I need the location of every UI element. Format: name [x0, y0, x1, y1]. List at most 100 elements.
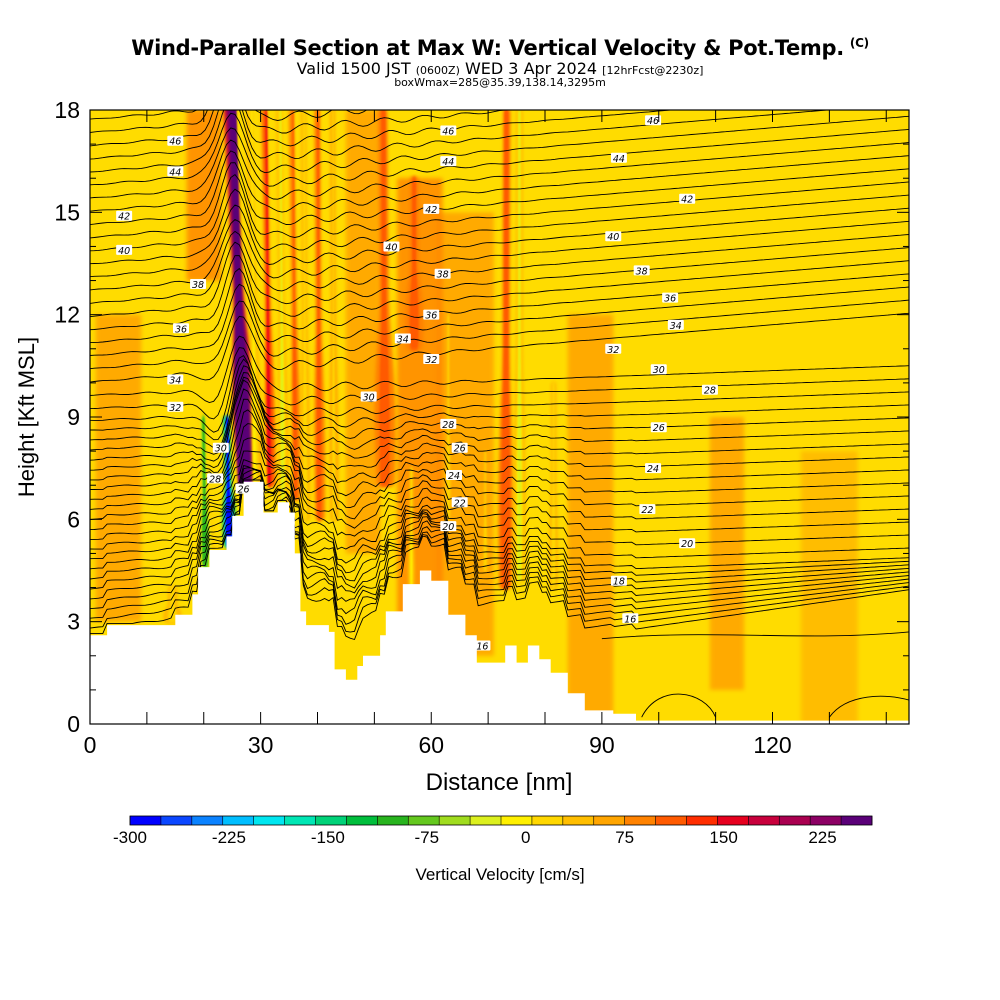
y-tick-label: 15	[54, 199, 80, 225]
theta-label: 18	[610, 575, 627, 588]
theta-label-text: 20	[442, 522, 454, 533]
theta-line	[90, 469, 909, 583]
downdraft-plume	[199, 417, 213, 568]
theta-label-text: 26	[653, 423, 665, 434]
theta-label-bg	[167, 374, 184, 385]
theta-line	[90, 459, 909, 559]
theta-line	[90, 110, 677, 160]
terrain-mask	[90, 481, 909, 724]
colorbar-swatch	[191, 816, 224, 825]
theta-label: 46	[440, 125, 457, 137]
theta-labels: 46 46 46 44 44 44 42 42 42 40 40 40 38 38 38 36 36 36 34 34…	[116, 115, 718, 653]
theta-label: 34	[667, 319, 684, 332]
colorbar-swatch	[284, 816, 316, 825]
colorbar-swatch	[562, 816, 595, 825]
updraft-plume-level	[380, 110, 389, 486]
colorbar-tick-label: -300	[113, 828, 147, 847]
theta-line	[90, 230, 909, 304]
theta-label: 40	[116, 244, 133, 257]
colorbar-swatch	[470, 816, 502, 825]
theta-line	[90, 467, 909, 576]
theta-label: 30	[650, 364, 667, 376]
theta-label-bg	[679, 193, 696, 204]
theta-label: 16	[474, 640, 491, 653]
theta-line	[90, 465, 909, 570]
theta-label-text: 34	[397, 335, 409, 346]
theta-label: 46	[167, 135, 184, 148]
theta-line	[90, 470, 909, 590]
downdraft-plume	[301, 110, 310, 520]
x-tick-label: 30	[248, 732, 274, 758]
theta-line	[90, 365, 909, 449]
y-tick-label: 9	[67, 404, 80, 430]
updraft-plume-level	[410, 178, 418, 349]
theta-line	[90, 127, 909, 199]
theta-label: 40	[605, 231, 622, 243]
theta-label: 38	[190, 278, 207, 291]
field-patch	[186, 110, 221, 281]
theta-label-text: 46	[169, 137, 181, 148]
theta-label: 26	[235, 483, 252, 496]
theta-label: 38	[434, 268, 451, 281]
theta-label-text: 30	[215, 444, 227, 455]
colorbar-swatch	[841, 816, 873, 825]
theta-line	[90, 162, 909, 239]
theta-label: 28	[440, 418, 457, 431]
theta-label-text: 30	[363, 393, 375, 404]
theta-label-text: 38	[192, 280, 204, 291]
theta-label: 44	[610, 152, 627, 165]
theta-label: 36	[173, 323, 189, 335]
theta-label: 32	[605, 343, 622, 356]
theta-label-text: 44	[613, 154, 625, 165]
downdraft-plume	[408, 468, 415, 588]
colorbar-tick-label: 225	[808, 828, 836, 847]
copyright-mark: (C)	[849, 36, 869, 50]
theta-line	[90, 358, 909, 441]
theta-label: 28	[207, 473, 224, 485]
theta-label-bg	[423, 354, 440, 365]
chart-subtitle: Valid 1500 JST (0600Z) WED 3 Apr 2024 [1…	[0, 59, 1000, 78]
theta-label-bg	[650, 364, 667, 375]
theta-label-text: 26	[238, 485, 250, 496]
theta-label-bg	[446, 469, 462, 480]
colorbar-tick-label: -225	[212, 828, 246, 847]
utc-time: (0600Z)	[415, 64, 460, 77]
downdraft-plume-level	[552, 382, 555, 588]
theta-label-bg	[394, 333, 411, 344]
theta-label: 28	[701, 384, 718, 397]
theta-contours	[90, 110, 909, 718]
theta-line	[90, 372, 909, 455]
theta-line	[90, 139, 909, 212]
colorbar-tick-label: 0	[521, 828, 530, 847]
theta-label: 34	[167, 374, 184, 386]
theta-line	[829, 695, 909, 718]
y-tick-label: 0	[67, 711, 80, 737]
theta-label-text: 34	[670, 321, 682, 332]
theta-line	[90, 474, 909, 596]
theta-label-text: 16	[624, 614, 636, 625]
theta-label-bg	[633, 265, 650, 276]
theta-label-text: 28	[704, 386, 716, 397]
theta-label: 44	[167, 166, 184, 178]
theta-line	[90, 479, 909, 633]
theta-label-bg	[645, 463, 662, 474]
colorbar-tick-label: 150	[709, 828, 737, 847]
theta-line	[90, 479, 909, 615]
theta-label-bg	[701, 384, 718, 395]
theta-label-bg	[116, 244, 133, 255]
x-tick-label: 0	[84, 732, 97, 758]
theta-label-bg	[679, 538, 696, 549]
theta-label-text: 34	[169, 375, 181, 386]
theta-label-text: 44	[442, 157, 454, 168]
theta-label: 24	[446, 469, 462, 482]
colorbar-swatch	[439, 816, 471, 825]
theta-label-text: 46	[647, 116, 659, 127]
downdraft-plume-level	[280, 110, 284, 510]
theta-label-bg	[440, 125, 457, 136]
colorbar-label: Vertical Velocity [cm/s]	[415, 865, 584, 884]
colorbar-swatch	[810, 816, 842, 825]
theta-label: 22	[451, 497, 468, 509]
theta-label-bg	[167, 401, 184, 412]
field-patch	[709, 417, 745, 690]
